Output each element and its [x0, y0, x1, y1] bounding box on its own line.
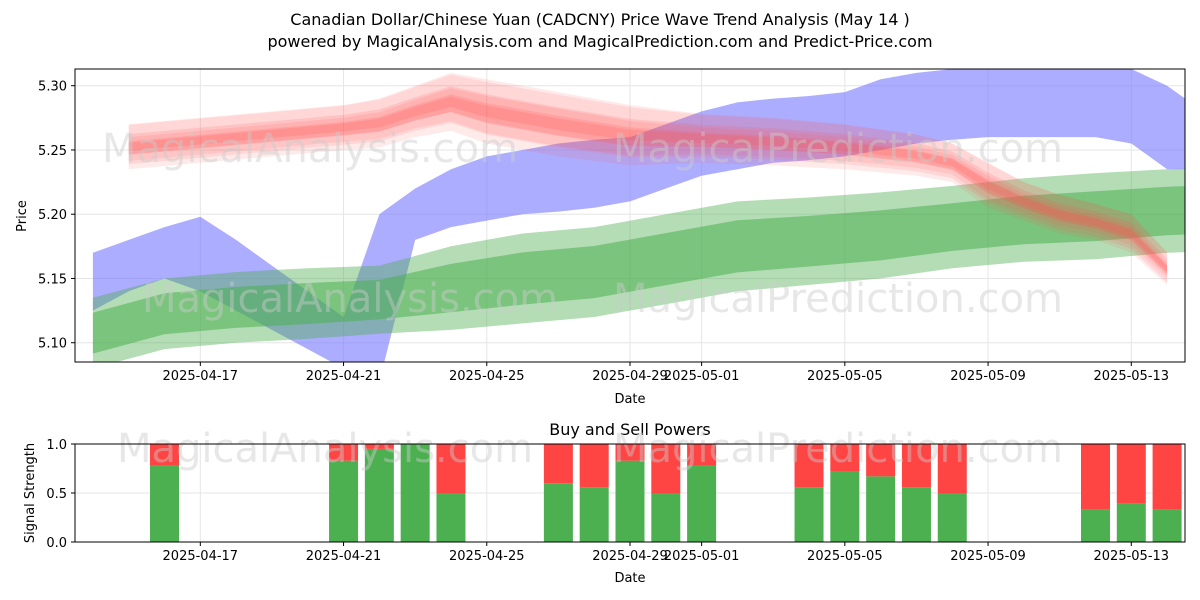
price-y-tick-label: 5.15: [38, 272, 67, 287]
price-x-tick-label: 2025-04-25: [449, 369, 525, 384]
sell-power-bar: [937, 444, 967, 493]
signal-x-axis-label: Date: [614, 571, 645, 586]
buy-power-bar: [687, 465, 717, 542]
sell-power-bar: [830, 444, 860, 472]
price-band-green-inner: [92, 186, 1185, 354]
signal-x-tick-label: 2025-04-29: [592, 549, 668, 564]
price-band-red: [128, 94, 1168, 275]
buy-power-bar: [615, 460, 645, 542]
signal-x-tick-label: 2025-04-21: [306, 549, 382, 564]
price-band-red: [128, 86, 1168, 274]
signal-y-axis-label: Signal Strength: [23, 443, 38, 543]
sell-power-bar: [1152, 444, 1182, 510]
buy-power-bar: [866, 476, 896, 542]
price-y-axis-label: Price: [15, 200, 30, 232]
watermark-text: MagicalPrediction.com: [613, 276, 1063, 322]
sell-power-bar: [687, 444, 717, 466]
price-y-tick-label: 5.30: [38, 80, 67, 95]
buy-power-bar: [1152, 509, 1182, 542]
chart-title: Canadian Dollar/Chinese Yuan (CADCNY) Pr…: [290, 10, 909, 29]
buy-power-bar: [400, 444, 430, 542]
price-x-axis-label: Date: [614, 392, 645, 407]
price-watermarks: MagicalAnalysis.com MagicalPrediction.com…: [102, 126, 1063, 322]
signal-x-tick-label: 2025-05-09: [950, 549, 1026, 564]
price-x-tick-label: 2025-05-01: [664, 369, 740, 384]
buy-power-bar: [436, 493, 466, 542]
sell-power-bar: [651, 444, 681, 493]
sell-power-bar: [901, 444, 931, 488]
price-x-tick-label: 2025-04-21: [306, 369, 382, 384]
signal-x-tick-label: 2025-05-13: [1094, 549, 1170, 564]
buy-power-bar: [651, 493, 681, 542]
signal-chart-title: Buy and Sell Powers: [549, 420, 711, 439]
sell-power-bar: [794, 444, 824, 488]
price-x-tick-label: 2025-05-05: [807, 369, 883, 384]
sell-power-bar: [1080, 444, 1110, 510]
signal-y-tick-label: 1.0: [46, 438, 67, 453]
sell-power-bar: [615, 444, 645, 461]
price-ticks: 2025-04-17 2025-04-21 2025-04-25 2025-04-29…: [38, 80, 1169, 384]
buy-power-bar: [1116, 503, 1146, 542]
chart-subtitle: powered by MagicalAnalysis.com and Magic…: [267, 32, 932, 51]
sell-power-bar: [866, 444, 896, 477]
buy-power-bar: [794, 487, 824, 542]
price-y-tick-label: 5.25: [38, 144, 67, 159]
price-band-red: [128, 74, 1168, 278]
watermark-text: MagicalPrediction.com: [613, 426, 1063, 472]
signal-x-tick-label: 2025-04-17: [163, 549, 239, 564]
sell-power-bar: [543, 444, 573, 484]
buy-power-bar: [579, 487, 609, 542]
price-x-tick-label: 2025-05-09: [950, 369, 1026, 384]
watermark-text: MagicalAnalysis.com: [142, 276, 558, 322]
sell-power-bar: [150, 444, 180, 466]
signal-ticks: 2025-04-17 2025-04-21 2025-04-25 2025-04-29…: [46, 438, 1169, 564]
signal-y-tick-label: 0.0: [46, 536, 67, 551]
watermark-text: MagicalAnalysis.com: [102, 126, 518, 172]
signal-x-tick-label: 2025-05-01: [664, 549, 740, 564]
sell-power-bar: [1116, 444, 1146, 504]
sell-power-bar: [329, 444, 359, 461]
sell-power-bar: [579, 444, 609, 488]
buy-power-bar: [1080, 509, 1110, 542]
sell-power-bar: [436, 444, 466, 493]
price-bands: [92, 69, 1185, 362]
buy-power-bar: [329, 460, 359, 542]
buy-power-bar: [830, 471, 860, 542]
price-x-tick-label: 2025-04-17: [163, 369, 239, 384]
price-band-red: [128, 72, 1168, 285]
price-x-tick-label: 2025-05-13: [1094, 369, 1170, 384]
buy-power-bar: [937, 493, 967, 542]
price-band-red: [128, 88, 1168, 283]
price-x-tick-label: 2025-04-29: [592, 369, 668, 384]
price-y-tick-label: 5.20: [38, 208, 67, 223]
signal-x-tick-label: 2025-05-05: [807, 549, 883, 564]
signal-bars: [150, 444, 1182, 542]
price-y-tick-label: 5.10: [38, 337, 67, 352]
buy-power-bar: [150, 465, 180, 542]
signal-watermarks: MagicalAnalysis.com MagicalPrediction.com: [117, 426, 1063, 472]
buy-power-bar: [364, 448, 394, 542]
buy-power-bar: [901, 487, 931, 542]
buy-power-bar: [543, 483, 573, 542]
price-band-red: [128, 96, 1168, 272]
signal-x-tick-label: 2025-04-25: [449, 549, 525, 564]
watermark-text: MagicalPrediction.com: [613, 126, 1063, 172]
signal-y-tick-label: 0.5: [46, 487, 67, 502]
watermark-text: MagicalAnalysis.com: [117, 426, 533, 472]
sell-power-bar: [364, 444, 394, 449]
